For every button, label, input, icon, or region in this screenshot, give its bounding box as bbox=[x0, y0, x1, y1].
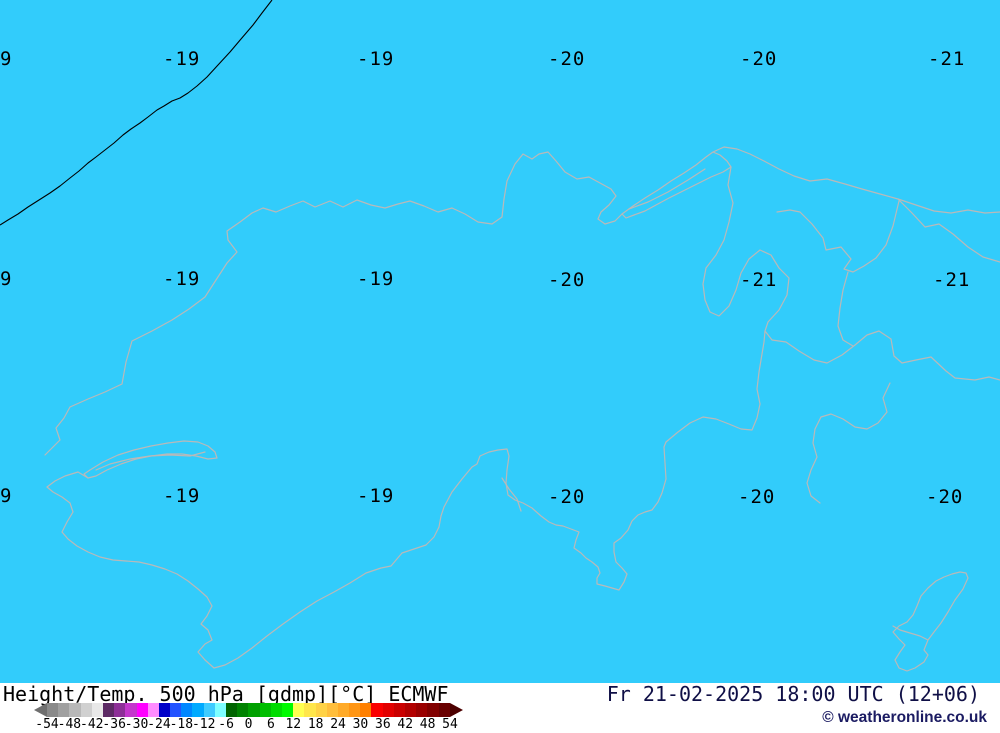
colorbar-segment bbox=[136, 703, 148, 717]
map-canvas bbox=[0, 0, 1000, 672]
colorbar-tick-label: -30 bbox=[124, 717, 149, 732]
colorbar-segment bbox=[293, 703, 305, 717]
colorbar-tick-label: -6 bbox=[218, 717, 234, 732]
map-area: 9 -19 -19 -20 -20 -21 9 -19 -19 -20 -21 -21 9 -19 -19 -… bbox=[0, 0, 1000, 683]
colorbar-tick-label: 54 bbox=[442, 717, 458, 732]
colorbar-tick-label: -18 bbox=[169, 717, 194, 732]
colorbar-tick-label: -54 bbox=[35, 717, 59, 732]
colorbar-segment bbox=[304, 703, 316, 717]
colorbar-tick-label: 30 bbox=[352, 717, 369, 732]
colorbar-segment bbox=[405, 703, 417, 717]
temperature-label: -20 bbox=[740, 48, 778, 70]
temperature-label: -21 bbox=[740, 269, 778, 291]
colorbar-segment bbox=[382, 703, 394, 717]
temperature-label: -19 bbox=[357, 48, 395, 70]
colorbar-segment bbox=[91, 703, 103, 717]
colorbar-segment bbox=[349, 703, 361, 717]
temperature-colorbar bbox=[34, 703, 463, 717]
temperature-label: -19 bbox=[357, 485, 395, 507]
colorbar-segments bbox=[47, 703, 450, 717]
colorbar-segment bbox=[80, 703, 92, 717]
colorbar-segment bbox=[337, 703, 350, 717]
temperature-label: -20 bbox=[548, 269, 586, 291]
colorbar-tick-label: 6 bbox=[266, 717, 275, 732]
temperature-label: 9 bbox=[0, 268, 13, 290]
colorbar-tick-label: 24 bbox=[330, 717, 346, 732]
colorbar-tick-label: -42 bbox=[80, 717, 104, 732]
colorbar-segment bbox=[147, 703, 159, 717]
colorbar-segment bbox=[438, 703, 450, 717]
colorbar-tick-label: 0 bbox=[244, 717, 253, 732]
temperature-label: -20 bbox=[738, 486, 776, 508]
colorbar-segment bbox=[125, 703, 137, 717]
country-border-lines bbox=[44, 146, 1000, 672]
colorbar-segment bbox=[214, 703, 226, 717]
colorbar-segment bbox=[170, 703, 182, 717]
colorbar-segment bbox=[281, 703, 294, 717]
colorbar-tick-labels: -54 -48 -42 -36 -30 -24 -18 -12 -6 0 6 12 18 24 30 36 42… bbox=[35, 717, 458, 732]
colorbar-segment bbox=[326, 703, 338, 717]
temperature-label: -21 bbox=[928, 48, 966, 70]
colorbar-tick-label: -24 bbox=[147, 717, 171, 732]
colorbar-tick-label: -12 bbox=[191, 717, 216, 732]
temperature-label: -19 bbox=[163, 48, 201, 70]
temperature-label: 9 bbox=[0, 485, 13, 507]
colorbar-left-arrow bbox=[34, 703, 47, 717]
colorbar-tick-label: 48 bbox=[419, 717, 436, 732]
colorbar-tick-label: -36 bbox=[102, 717, 126, 732]
temperature-label: -21 bbox=[933, 269, 971, 291]
temperature-label: -19 bbox=[163, 268, 201, 290]
colorbar-segment bbox=[416, 703, 428, 717]
colorbar-right-arrow bbox=[450, 703, 463, 717]
height-contour-line bbox=[0, 0, 273, 226]
forecast-datetime: Fr 21-02-2025 18:00 UTC (12+06) bbox=[606, 682, 980, 706]
colorbar-segment bbox=[427, 703, 439, 717]
colorbar-tick-label: 12 bbox=[285, 717, 302, 732]
temperature-label: -19 bbox=[163, 485, 201, 507]
copyright-notice: © weatheronline.co.uk bbox=[822, 709, 987, 726]
colorbar-segment bbox=[315, 703, 327, 717]
colorbar-segment bbox=[203, 703, 215, 717]
colorbar-segment bbox=[47, 703, 59, 717]
temperature-label: 9 bbox=[0, 48, 13, 70]
footer-legend-bar: Height/Temp. 500 hPa [gdmp][°C] ECMWF Fr… bbox=[0, 683, 1000, 733]
colorbar-segment bbox=[259, 703, 271, 717]
colorbar-segment bbox=[360, 703, 372, 717]
colorbar-segment bbox=[393, 703, 405, 717]
colorbar-segment bbox=[192, 703, 204, 717]
temperature-label: -20 bbox=[926, 486, 964, 508]
colorbar-segment bbox=[270, 703, 282, 717]
colorbar-segment bbox=[248, 703, 260, 717]
colorbar-segment bbox=[226, 703, 238, 717]
map-title: Height/Temp. 500 hPa [gdmp][°C] ECMWF bbox=[3, 682, 449, 706]
colorbar-segment bbox=[158, 703, 171, 717]
colorbar-segment bbox=[371, 703, 383, 717]
colorbar-segment bbox=[69, 703, 81, 717]
colorbar-tick-label: 36 bbox=[375, 717, 391, 732]
colorbar-segment bbox=[58, 703, 70, 717]
colorbar-tick-label: 42 bbox=[397, 717, 414, 732]
temperature-label: -20 bbox=[548, 486, 586, 508]
colorbar-tick-label: 18 bbox=[307, 717, 324, 732]
colorbar-tick-label: -48 bbox=[57, 717, 82, 732]
temperature-label: -19 bbox=[357, 268, 395, 290]
colorbar-segment bbox=[102, 703, 115, 717]
temperature-label: -20 bbox=[548, 48, 586, 70]
colorbar-segment bbox=[114, 703, 126, 717]
colorbar-segment bbox=[181, 703, 193, 717]
colorbar-segment bbox=[237, 703, 249, 717]
